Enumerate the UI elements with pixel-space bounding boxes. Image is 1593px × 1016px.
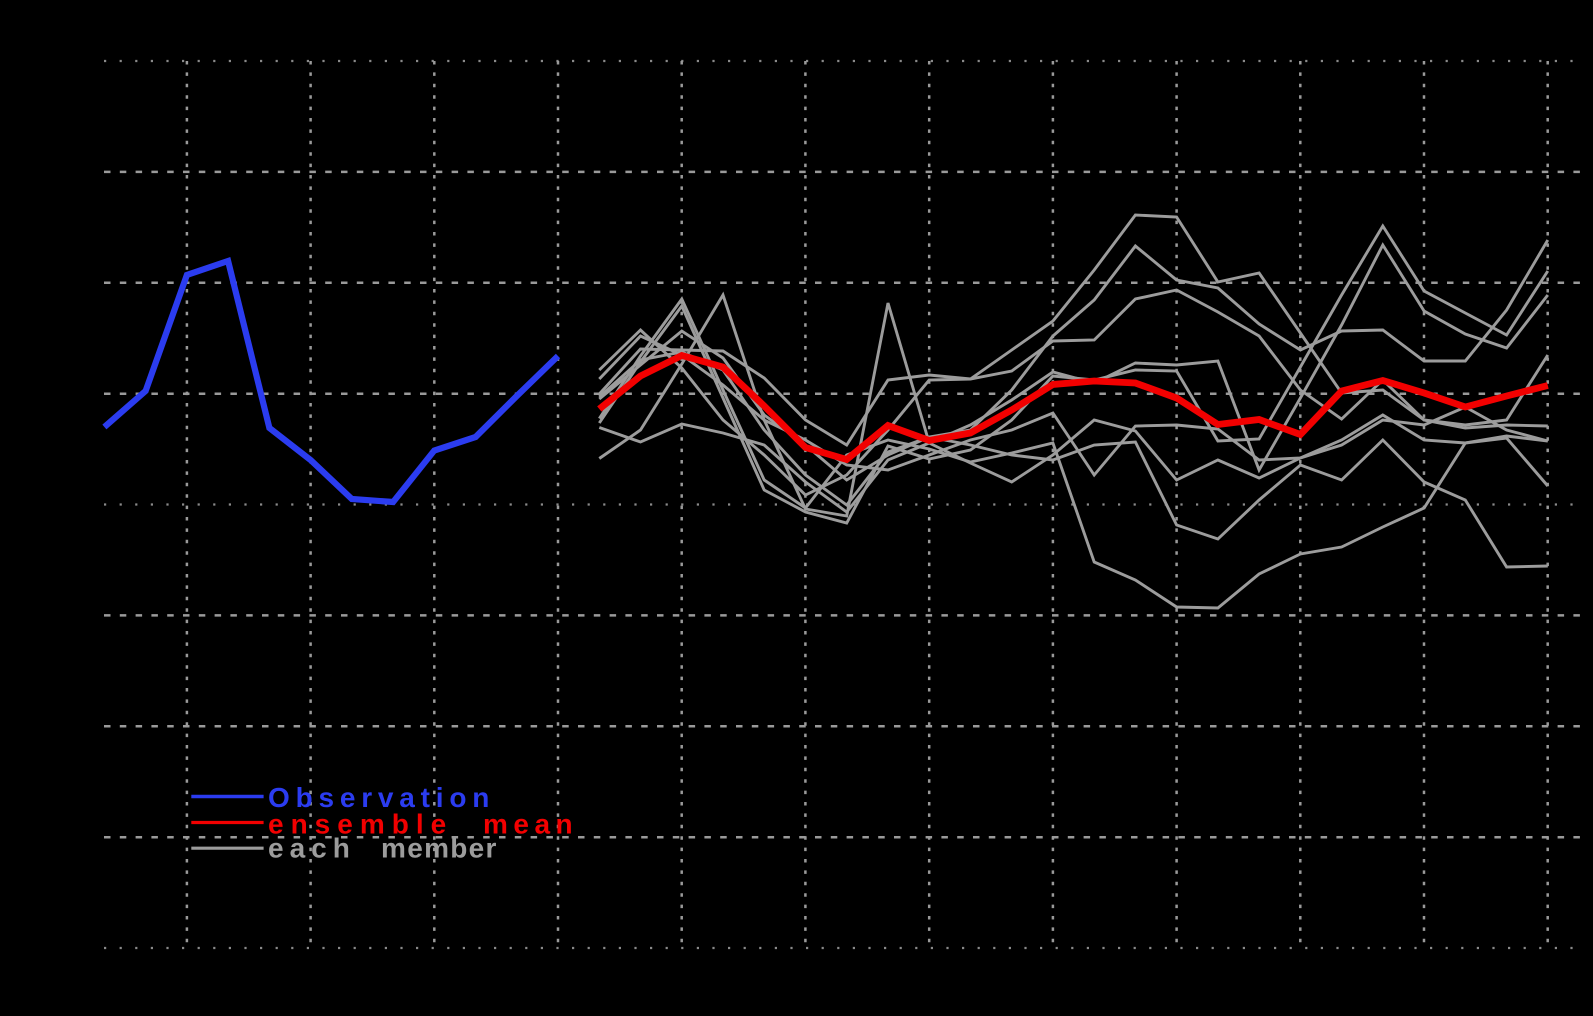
svg-text:Observation: Observation bbox=[268, 782, 495, 813]
svg-text:member: member bbox=[381, 833, 498, 864]
svg-text:mean: mean bbox=[483, 808, 578, 839]
svg-text:each: each bbox=[268, 833, 356, 864]
svg-text:ensemble: ensemble bbox=[268, 808, 453, 839]
